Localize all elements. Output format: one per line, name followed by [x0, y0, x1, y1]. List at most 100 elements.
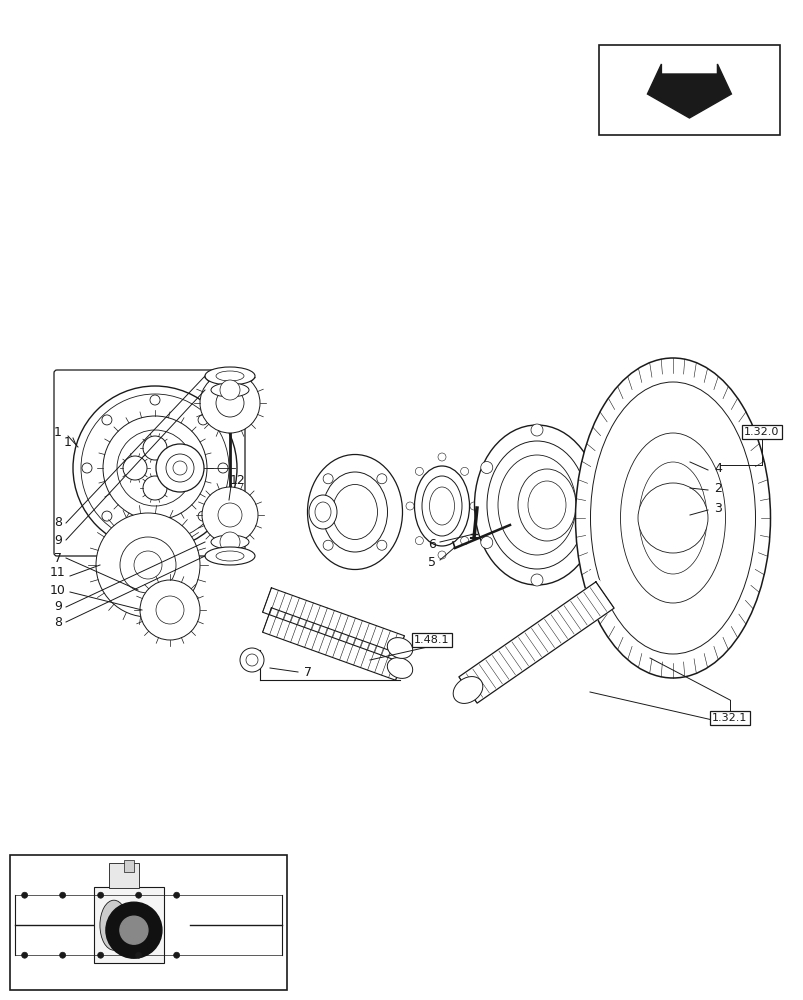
Text: 1: 1: [64, 436, 71, 448]
Text: 1.32.1: 1.32.1: [711, 713, 747, 723]
Bar: [598, 45, 779, 135]
Ellipse shape: [216, 371, 243, 381]
Text: 8: 8: [54, 615, 62, 629]
Circle shape: [173, 892, 179, 898]
Ellipse shape: [322, 472, 387, 552]
Ellipse shape: [589, 382, 755, 654]
Circle shape: [638, 483, 707, 553]
Circle shape: [377, 474, 386, 484]
Circle shape: [246, 654, 258, 666]
Ellipse shape: [429, 487, 454, 525]
Circle shape: [73, 386, 237, 550]
Circle shape: [202, 487, 258, 543]
Circle shape: [415, 537, 423, 545]
Circle shape: [218, 503, 242, 527]
Text: 1: 1: [54, 426, 62, 438]
Circle shape: [102, 415, 112, 425]
Ellipse shape: [387, 638, 412, 658]
Circle shape: [406, 502, 414, 510]
Circle shape: [200, 373, 259, 433]
Circle shape: [140, 580, 200, 640]
Ellipse shape: [210, 535, 249, 549]
Ellipse shape: [528, 481, 565, 529]
Ellipse shape: [422, 476, 462, 536]
Circle shape: [59, 892, 66, 898]
Circle shape: [460, 467, 468, 475]
Circle shape: [173, 952, 179, 958]
Text: 12: 12: [230, 474, 246, 487]
Circle shape: [22, 892, 27, 898]
Ellipse shape: [638, 462, 706, 574]
Bar: [94, 887, 164, 963]
Ellipse shape: [205, 547, 255, 565]
Text: 1.48.1: 1.48.1: [414, 635, 449, 645]
Text: 2: 2: [713, 482, 721, 494]
Circle shape: [82, 463, 92, 473]
Polygon shape: [587, 570, 641, 631]
Circle shape: [173, 461, 187, 475]
Circle shape: [480, 536, 492, 548]
Ellipse shape: [517, 469, 575, 541]
Ellipse shape: [630, 487, 643, 523]
Circle shape: [102, 511, 112, 521]
Circle shape: [581, 462, 593, 474]
Circle shape: [218, 463, 228, 473]
Circle shape: [136, 892, 141, 898]
Ellipse shape: [414, 466, 469, 546]
Circle shape: [81, 394, 229, 542]
Circle shape: [103, 416, 206, 520]
FancyBboxPatch shape: [54, 370, 245, 556]
Circle shape: [117, 430, 193, 506]
Circle shape: [198, 415, 208, 425]
Circle shape: [120, 537, 176, 593]
Circle shape: [165, 454, 194, 482]
Text: 8: 8: [54, 516, 62, 530]
Circle shape: [136, 952, 141, 958]
Circle shape: [198, 511, 208, 521]
Circle shape: [220, 380, 240, 400]
Circle shape: [377, 540, 386, 550]
Ellipse shape: [315, 502, 331, 522]
Circle shape: [123, 456, 147, 480]
Bar: [124, 860, 134, 872]
Text: 7: 7: [304, 666, 312, 678]
Ellipse shape: [210, 383, 249, 397]
Text: 9: 9: [54, 600, 62, 613]
Ellipse shape: [216, 551, 243, 561]
Polygon shape: [646, 64, 731, 118]
Text: 7: 7: [54, 552, 62, 564]
Text: 6: 6: [427, 538, 435, 552]
Circle shape: [120, 916, 148, 944]
Circle shape: [530, 574, 542, 586]
Circle shape: [323, 474, 332, 484]
Circle shape: [22, 952, 27, 958]
Text: 5: 5: [427, 556, 435, 568]
Circle shape: [480, 462, 492, 474]
Circle shape: [581, 536, 593, 548]
Circle shape: [438, 453, 446, 461]
Ellipse shape: [497, 455, 575, 555]
Circle shape: [97, 892, 104, 898]
Circle shape: [156, 596, 184, 624]
Bar: [108, 863, 139, 888]
Circle shape: [97, 952, 104, 958]
Text: 4: 4: [713, 462, 721, 475]
Circle shape: [415, 467, 423, 475]
Ellipse shape: [453, 677, 483, 703]
Circle shape: [150, 531, 160, 541]
Text: 9: 9: [54, 534, 62, 546]
Circle shape: [216, 389, 243, 417]
Polygon shape: [459, 582, 613, 703]
Ellipse shape: [307, 454, 402, 570]
Circle shape: [460, 537, 468, 545]
Text: 11: 11: [50, 566, 66, 580]
Circle shape: [59, 952, 66, 958]
Circle shape: [143, 476, 167, 500]
Text: 3: 3: [713, 502, 721, 514]
Ellipse shape: [575, 358, 769, 678]
Text: 10: 10: [50, 584, 66, 596]
Circle shape: [323, 540, 332, 550]
Ellipse shape: [387, 658, 412, 678]
Circle shape: [150, 395, 160, 405]
Circle shape: [220, 532, 240, 552]
